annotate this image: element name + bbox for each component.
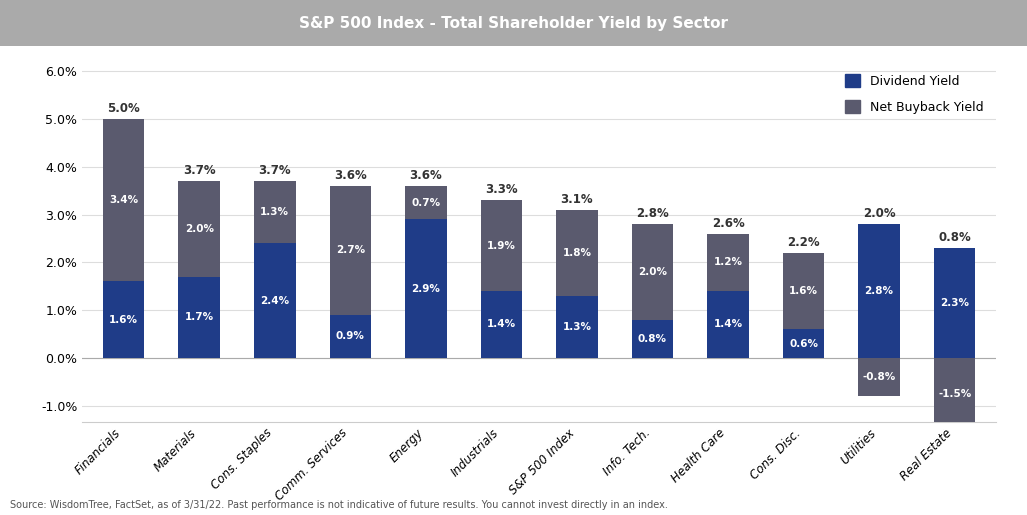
Text: 3.3%: 3.3% <box>485 183 518 196</box>
Bar <box>103 119 145 281</box>
Bar <box>632 224 674 320</box>
Text: 1.6%: 1.6% <box>789 286 819 296</box>
Text: 3.7%: 3.7% <box>259 164 291 177</box>
Bar <box>934 248 976 358</box>
Text: 0.8%: 0.8% <box>638 334 667 344</box>
Bar <box>859 358 900 396</box>
Bar <box>330 186 371 315</box>
Text: 1.8%: 1.8% <box>563 248 592 258</box>
Bar <box>405 219 447 358</box>
Bar <box>179 277 220 358</box>
Bar <box>481 291 522 358</box>
Text: 3.4%: 3.4% <box>109 195 139 205</box>
Text: 0.9%: 0.9% <box>336 331 365 341</box>
Text: 1.3%: 1.3% <box>563 322 592 332</box>
Bar <box>254 181 296 243</box>
Text: 2.2%: 2.2% <box>788 236 820 249</box>
Text: 2.8%: 2.8% <box>636 208 669 220</box>
Text: 1.6%: 1.6% <box>109 315 139 324</box>
Text: 2.9%: 2.9% <box>412 284 441 294</box>
Text: 1.9%: 1.9% <box>487 241 516 251</box>
Text: 5.0%: 5.0% <box>108 102 140 115</box>
Text: Source: WisdomTree, FactSet, as of 3/31/22. Past performance is not indicative o: Source: WisdomTree, FactSet, as of 3/31/… <box>10 500 669 510</box>
Bar <box>481 200 522 291</box>
Text: 2.8%: 2.8% <box>865 286 893 296</box>
Bar <box>405 186 447 219</box>
Bar <box>859 224 900 358</box>
Text: 2.0%: 2.0% <box>638 267 667 277</box>
Legend: Dividend Yield, Net Buyback Yield: Dividend Yield, Net Buyback Yield <box>839 68 990 121</box>
Text: 2.6%: 2.6% <box>712 217 745 230</box>
Bar <box>557 296 598 358</box>
Bar <box>783 329 825 358</box>
Text: 2.3%: 2.3% <box>940 298 969 308</box>
Text: 1.4%: 1.4% <box>714 319 743 330</box>
Text: 0.8%: 0.8% <box>939 231 971 244</box>
Text: 2.4%: 2.4% <box>260 296 290 305</box>
Text: 0.6%: 0.6% <box>789 338 819 349</box>
Text: 3.1%: 3.1% <box>561 193 594 206</box>
Text: 2.7%: 2.7% <box>336 246 365 255</box>
Bar <box>557 210 598 296</box>
Text: 3.7%: 3.7% <box>183 164 216 177</box>
Bar <box>708 234 749 291</box>
Text: 1.2%: 1.2% <box>714 258 743 267</box>
Text: 3.6%: 3.6% <box>410 169 443 182</box>
Text: 0.7%: 0.7% <box>411 198 441 208</box>
Text: S&P 500 Index - Total Shareholder Yield by Sector: S&P 500 Index - Total Shareholder Yield … <box>299 15 728 31</box>
Text: 2.0%: 2.0% <box>863 208 896 220</box>
Text: 1.3%: 1.3% <box>260 207 290 217</box>
Text: 1.7%: 1.7% <box>185 312 214 322</box>
Text: 3.6%: 3.6% <box>334 169 367 182</box>
Bar <box>783 253 825 329</box>
Bar <box>103 281 145 358</box>
Bar <box>632 320 674 358</box>
Bar <box>934 358 976 430</box>
Text: 2.0%: 2.0% <box>185 224 214 234</box>
Bar <box>330 315 371 358</box>
Bar <box>179 181 220 277</box>
Text: -1.5%: -1.5% <box>938 389 972 399</box>
Text: -0.8%: -0.8% <box>863 372 896 382</box>
Bar <box>708 291 749 358</box>
Bar <box>254 243 296 358</box>
Text: 1.4%: 1.4% <box>487 319 516 330</box>
